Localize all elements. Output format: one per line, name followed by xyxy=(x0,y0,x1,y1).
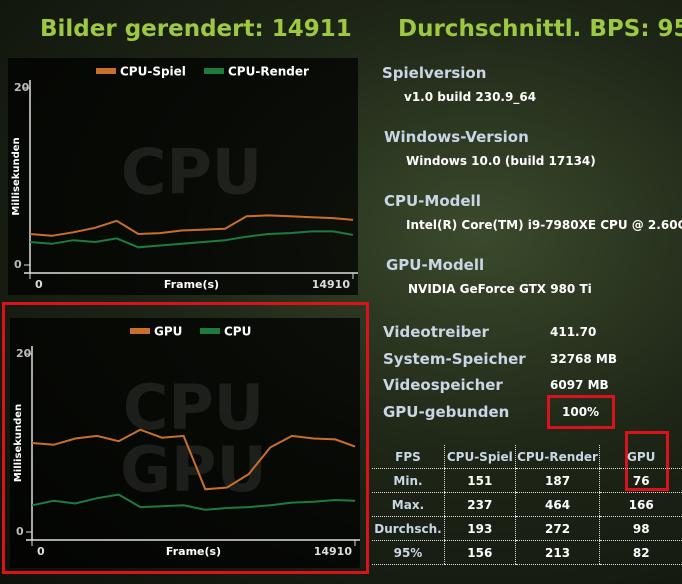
stat-value: 6097 MB xyxy=(550,378,609,392)
table-row: Min. 151 187 76 xyxy=(372,468,682,493)
table-cell: 76 xyxy=(599,468,682,493)
data-line xyxy=(29,214,354,237)
x-tick-label: 0 xyxy=(37,545,45,558)
watermark: GPU xyxy=(120,433,267,506)
table-cell: Max. xyxy=(372,492,445,517)
info-value: v1.0 build 230.9_64 xyxy=(404,90,537,104)
legend-label: CPU xyxy=(224,325,251,339)
table-cell: 187 xyxy=(514,468,600,493)
legend-swatch xyxy=(204,68,224,74)
info-label: CPU-Modell xyxy=(384,192,481,210)
legend-swatch xyxy=(96,68,116,74)
x-tick-label: 14910 xyxy=(314,545,353,558)
stat-label: System-Speicher xyxy=(383,349,526,368)
y-tick-label: 0 xyxy=(16,525,24,538)
legend-swatch xyxy=(130,328,150,334)
info-label: Windows-Version xyxy=(384,128,529,146)
table-cell: FPS xyxy=(372,445,445,469)
data-line xyxy=(31,428,356,491)
legend-label: GPU xyxy=(154,325,182,339)
table-row: Max. 237 464 166 xyxy=(372,492,682,517)
table-cell: 95% xyxy=(372,540,445,565)
stat-value: 411.70 xyxy=(550,325,597,339)
chart: CPU 0 20 0 14910 Frame(s) Millisekunden CPU-Spi… xyxy=(8,58,358,295)
table-cell: 193 xyxy=(443,516,516,541)
y-axis-label: Millisekunden xyxy=(13,404,24,482)
x-axis-label: Frame(s) xyxy=(166,545,221,558)
average-fps: Durchschnittl. BPS: 95 xyxy=(398,16,682,42)
y-tick-label: 20 xyxy=(16,347,32,360)
table-cell: GPU xyxy=(599,445,682,469)
highlight-box xyxy=(547,395,615,429)
table-cell: CPU-Spiel xyxy=(443,445,516,469)
y-tick-label: 0 xyxy=(14,258,22,271)
stat-value: 100% xyxy=(562,404,600,419)
stats-table: FPS CPU-Spiel CPU-Render GPU Min. 151 187 76 Max… xyxy=(372,445,682,565)
table-cell: 464 xyxy=(514,492,600,517)
table-cell: 272 xyxy=(514,516,600,541)
legend-label: CPU-Render xyxy=(228,65,309,79)
watermark: CPU xyxy=(121,136,262,209)
x-tick-label: 14910 xyxy=(312,278,351,291)
table-row: FPS CPU-Spiel CPU-Render GPU xyxy=(372,445,682,469)
table-cell: 82 xyxy=(599,540,682,565)
highlight-box xyxy=(2,302,369,574)
info-value: Intel(R) Core(TM) i9-7980XE CPU @ 2.60GH… xyxy=(406,218,682,232)
legend-swatch xyxy=(200,328,220,334)
frames-rendered: Bilder gerendert: 14911 xyxy=(40,16,352,42)
stat-label: Videotreiber xyxy=(383,323,489,341)
table-row: Durchsch. 193 272 98 xyxy=(372,516,682,541)
table-cell: 156 xyxy=(443,540,516,565)
info-value: NVIDIA GeForce GTX 980 Ti xyxy=(408,282,592,296)
x-axis-label: Frame(s) xyxy=(164,278,219,291)
table-cell: 98 xyxy=(599,516,682,541)
stat-value: 32768 MB xyxy=(550,351,618,366)
table-cell: 151 xyxy=(443,468,516,493)
y-tick-label: 20 xyxy=(14,81,30,94)
data-line xyxy=(29,230,354,249)
stat-label: Videospeicher xyxy=(383,376,503,394)
table-cell: 213 xyxy=(514,540,600,565)
x-tick-label: 0 xyxy=(35,278,43,291)
info-label: GPU-Modell xyxy=(386,256,485,274)
table-cell: Min. xyxy=(372,468,445,493)
y-axis-label: Millisekunden xyxy=(11,137,22,215)
table-cell: 166 xyxy=(599,492,682,517)
stat-label: GPU-gebunden xyxy=(383,402,510,421)
table-cell: CPU-Render xyxy=(514,445,600,469)
table-cell: 237 xyxy=(443,492,516,517)
table-row: 95% 156 213 82 xyxy=(372,540,682,565)
data-line xyxy=(31,493,356,511)
info-label: Spielversion xyxy=(382,64,487,82)
legend-label: CPU-Spiel xyxy=(120,65,186,79)
info-value: Windows 10.0 (build 17134) xyxy=(406,154,596,168)
table-cell: Durchsch. xyxy=(372,516,445,541)
